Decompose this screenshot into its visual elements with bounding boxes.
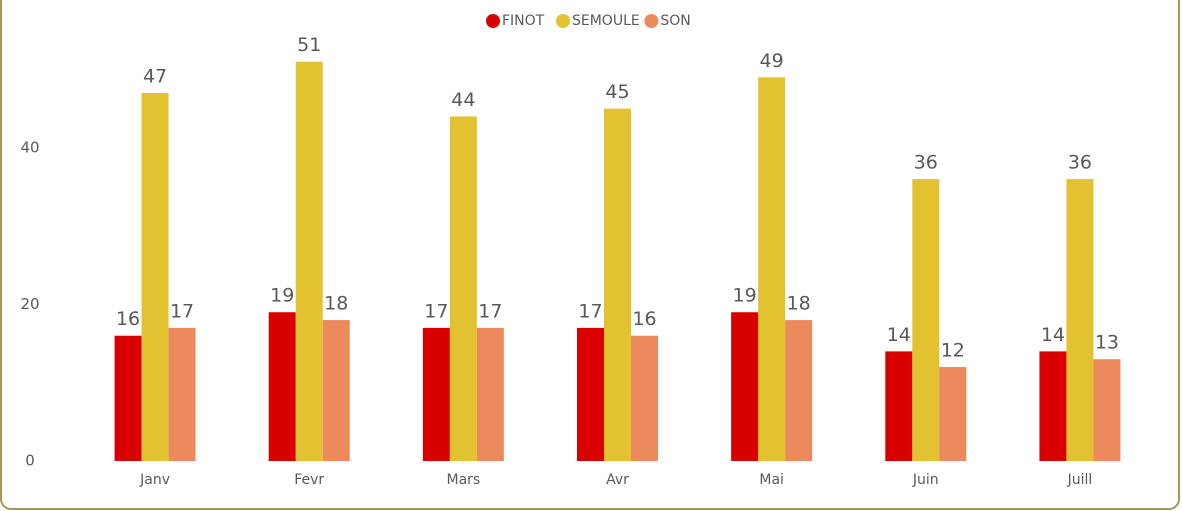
data-label: 17 [578, 300, 602, 322]
bar [939, 367, 967, 461]
x-tick-label: Juin [912, 472, 939, 488]
data-label: 36 [1068, 152, 1092, 174]
data-label: 18 [324, 293, 348, 315]
data-label: 17 [170, 300, 194, 322]
legend-label: FINOT [502, 13, 545, 29]
y-tick-label: 0 [25, 452, 35, 470]
data-label: 36 [914, 152, 938, 174]
y-tick-label: 40 [20, 138, 39, 156]
bar [1093, 359, 1121, 461]
y-tick-label: 20 [20, 295, 39, 313]
bar [1039, 351, 1067, 461]
data-label: 16 [116, 308, 140, 330]
bar [631, 335, 658, 461]
legend-label: SEMOULE [572, 13, 640, 29]
x-tick-label: Juill [1067, 472, 1093, 488]
data-label: 49 [760, 50, 784, 72]
legend-label: SON [660, 13, 690, 29]
bar [758, 77, 786, 461]
bar [295, 61, 323, 462]
bar [731, 312, 759, 461]
bar [114, 335, 142, 461]
data-label: 17 [424, 300, 448, 322]
bar [604, 108, 631, 462]
bar [885, 351, 913, 461]
data-label: 12 [941, 340, 965, 362]
legend-marker [644, 14, 659, 28]
x-tick-label: Janv [139, 472, 170, 488]
data-label: 13 [1095, 332, 1119, 354]
x-tick-label: Avr [606, 472, 629, 488]
bar [577, 327, 604, 461]
data-label: 18 [787, 293, 811, 315]
bar [1066, 179, 1094, 461]
bar [422, 327, 450, 461]
data-label: 17 [478, 300, 502, 322]
legend-marker [486, 14, 500, 28]
data-label: 47 [143, 65, 167, 87]
legend-marker [556, 14, 570, 28]
data-label: 19 [270, 285, 294, 307]
bar [322, 320, 350, 461]
x-tick-label: Mai [759, 472, 784, 488]
bar [785, 320, 813, 461]
data-label: 44 [451, 89, 475, 111]
data-label: 19 [733, 285, 757, 307]
x-tick-label: Fevr [294, 472, 324, 488]
data-label: 16 [632, 308, 656, 330]
data-label: 51 [297, 34, 321, 56]
data-label: 45 [605, 81, 629, 103]
bar [168, 327, 196, 461]
bar [912, 179, 940, 461]
bar [141, 92, 169, 462]
data-label: 14 [887, 324, 911, 346]
bar [268, 312, 296, 461]
bar [449, 116, 477, 461]
data-label: 14 [1041, 324, 1065, 346]
bar [476, 327, 504, 461]
x-tick-label: Mars [446, 472, 480, 488]
